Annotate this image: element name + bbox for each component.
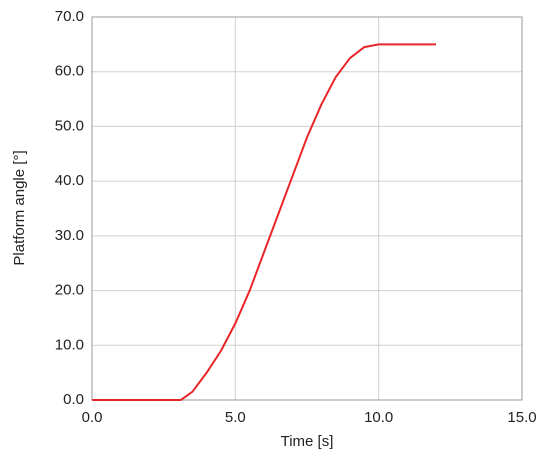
y-tick-label: 20.0 [55, 282, 84, 299]
y-tick-label: 30.0 [55, 227, 84, 244]
x-axis-label: Time [s] [281, 433, 334, 450]
y-tick-label: 10.0 [55, 336, 84, 353]
y-tick-label: 60.0 [55, 63, 84, 80]
y-tick-label: 0.0 [63, 391, 84, 408]
y-tick-label: 40.0 [55, 172, 84, 189]
y-tick-label: 70.0 [55, 8, 84, 25]
x-tick-label: 0.0 [82, 409, 103, 426]
y-tick-label: 50.0 [55, 117, 84, 134]
x-tick-label: 15.0 [507, 409, 536, 426]
line-series [92, 43, 436, 401]
y-axis-label: Platform angle [°] [11, 150, 28, 265]
x-tick-label: 5.0 [225, 409, 246, 426]
x-tick-label: 10.0 [364, 409, 393, 426]
plot-frame [91, 16, 523, 401]
